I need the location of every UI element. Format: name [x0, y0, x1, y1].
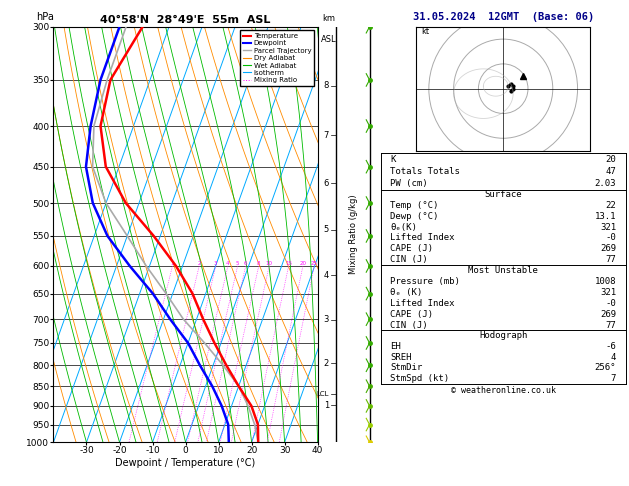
Text: Pressure (mb): Pressure (mb)	[391, 277, 460, 286]
X-axis label: Dewpoint / Temperature (°C): Dewpoint / Temperature (°C)	[116, 458, 255, 468]
Text: 269: 269	[600, 244, 616, 253]
Text: -0: -0	[605, 233, 616, 243]
Text: 1: 1	[324, 401, 329, 410]
Text: EH: EH	[391, 342, 401, 351]
Text: 47: 47	[605, 167, 616, 176]
Text: CAPE (J): CAPE (J)	[391, 244, 433, 253]
Text: SREH: SREH	[391, 353, 412, 362]
Text: CIN (J): CIN (J)	[391, 320, 428, 330]
Text: 3: 3	[214, 261, 218, 266]
Text: Dewp (°C): Dewp (°C)	[391, 212, 439, 221]
Text: 15: 15	[285, 261, 292, 266]
Text: hPa: hPa	[36, 13, 54, 22]
Text: 13.1: 13.1	[594, 212, 616, 221]
Text: -6: -6	[605, 342, 616, 351]
Text: θₑ (K): θₑ (K)	[391, 288, 423, 297]
Text: 31.05.2024  12GMT  (Base: 06): 31.05.2024 12GMT (Base: 06)	[413, 12, 594, 22]
Text: 4: 4	[324, 271, 329, 280]
Text: 20: 20	[299, 261, 306, 266]
Text: 2: 2	[324, 359, 329, 367]
Text: CAPE (J): CAPE (J)	[391, 310, 433, 319]
Text: LCL: LCL	[316, 391, 329, 397]
Text: 25: 25	[311, 261, 318, 266]
Text: 321: 321	[600, 223, 616, 232]
Text: 20: 20	[605, 155, 616, 164]
Text: K: K	[391, 155, 396, 164]
Text: km: km	[323, 14, 336, 22]
Text: 22: 22	[605, 201, 616, 210]
Text: 4: 4	[611, 353, 616, 362]
Text: 6: 6	[244, 261, 247, 266]
Text: Totals Totals: Totals Totals	[391, 167, 460, 176]
Text: 321: 321	[600, 288, 616, 297]
Text: 2.03: 2.03	[594, 179, 616, 188]
Text: StmDir: StmDir	[391, 364, 423, 372]
Text: PW (cm): PW (cm)	[391, 179, 428, 188]
Text: θₑ(K): θₑ(K)	[391, 223, 417, 232]
Text: 77: 77	[605, 320, 616, 330]
Text: 7: 7	[611, 374, 616, 383]
Title: 40°58'N  28°49'E  55m  ASL: 40°58'N 28°49'E 55m ASL	[101, 15, 270, 25]
Text: 4: 4	[226, 261, 230, 266]
Text: 6: 6	[324, 178, 329, 188]
Text: CIN (J): CIN (J)	[391, 255, 428, 264]
Text: 256°: 256°	[594, 364, 616, 372]
Text: 1: 1	[170, 261, 174, 266]
Text: 8: 8	[257, 261, 260, 266]
Text: 2: 2	[198, 261, 201, 266]
Text: 10: 10	[265, 261, 272, 266]
Legend: Temperature, Dewpoint, Parcel Trajectory, Dry Adiabat, Wet Adiabat, Isotherm, Mi: Temperature, Dewpoint, Parcel Trajectory…	[240, 30, 314, 86]
Text: 269: 269	[600, 310, 616, 319]
Text: 5: 5	[324, 225, 329, 234]
Text: Surface: Surface	[484, 191, 522, 199]
Text: Hodograph: Hodograph	[479, 331, 527, 340]
Text: 5: 5	[236, 261, 240, 266]
Text: Temp (°C): Temp (°C)	[391, 201, 439, 210]
Text: ASL: ASL	[321, 35, 337, 44]
Text: 7: 7	[324, 131, 329, 139]
Text: Lifted Index: Lifted Index	[391, 233, 455, 243]
Text: kt: kt	[421, 27, 430, 36]
Text: Most Unstable: Most Unstable	[468, 266, 538, 275]
Text: -0: -0	[605, 298, 616, 308]
Text: © weatheronline.co.uk: © weatheronline.co.uk	[451, 386, 555, 396]
Text: Lifted Index: Lifted Index	[391, 298, 455, 308]
Text: 8: 8	[324, 81, 329, 90]
Text: 3: 3	[324, 315, 329, 324]
Text: StmSpd (kt): StmSpd (kt)	[391, 374, 450, 383]
Text: Mixing Ratio (g/kg): Mixing Ratio (g/kg)	[349, 195, 358, 274]
Text: 77: 77	[605, 255, 616, 264]
Text: 1008: 1008	[594, 277, 616, 286]
